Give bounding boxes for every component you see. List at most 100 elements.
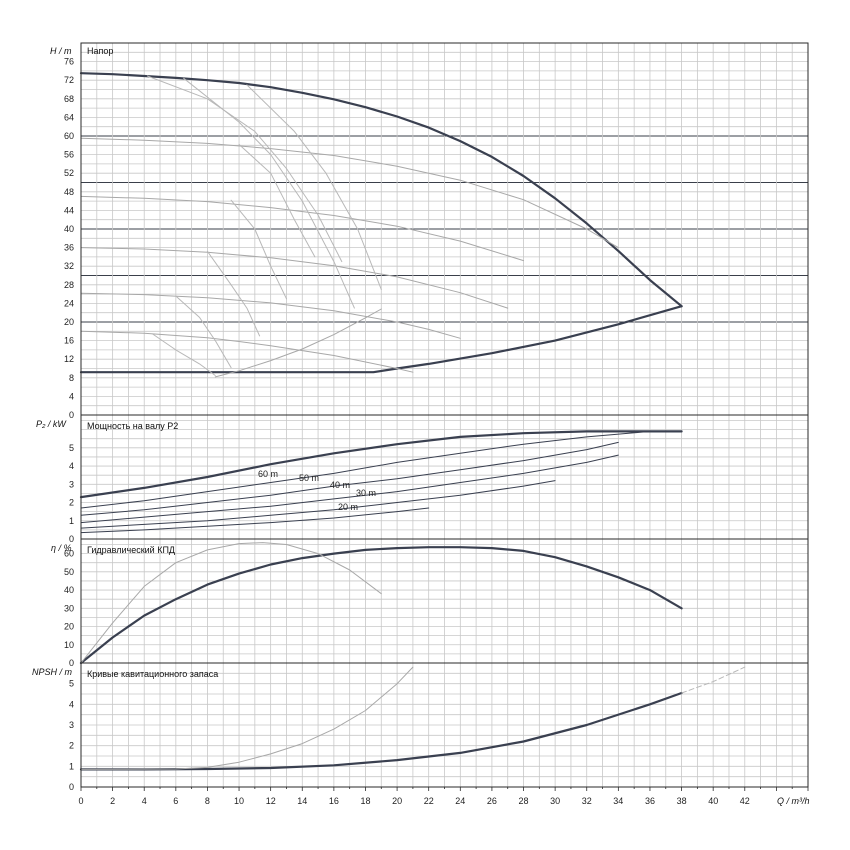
x-axis-label: Q / m³/h [777, 796, 810, 806]
npsh-title: Кривые кавитационного запаса [87, 669, 218, 679]
power-ytick-label: 3 [69, 479, 74, 489]
x-tick-label: 32 [582, 796, 592, 806]
x-tick-label: 30 [550, 796, 560, 806]
efficiency-title: Гидравлический КПД [87, 545, 175, 555]
power-title: Мощность на валу P2 [87, 421, 178, 431]
power-annotation-30m: 30 m [356, 488, 376, 498]
head-series-eff-8 [151, 333, 216, 376]
power-annotation-50m: 50 m [299, 473, 319, 483]
npsh-ytick-label: 1 [69, 761, 74, 771]
npsh-series-alt [80, 666, 414, 770]
labels: Напор H / m Мощность на валу P2 P₂ / kW … [32, 46, 810, 806]
head-series-eff-3 [246, 84, 382, 290]
x-tick-label: 28 [518, 796, 528, 806]
head-ytick-label: 12 [64, 354, 74, 364]
grid [80, 43, 809, 788]
head-series-speed-2 [80, 195, 524, 262]
efficiency-ytick-label: 20 [64, 622, 74, 632]
head-ytick-label: 76 [64, 57, 74, 67]
npsh-ytick-label: 2 [69, 741, 74, 751]
head-ytick-label: 0 [69, 410, 74, 420]
power-series-speed-4 [80, 480, 556, 529]
npsh-ytick-label: 3 [69, 720, 74, 730]
power-ytick-label: 1 [69, 516, 74, 526]
x-tick-label: 22 [424, 796, 434, 806]
head-ytick-label: 4 [69, 391, 74, 401]
x-tick-label: 10 [234, 796, 244, 806]
x-tick-label: 36 [645, 796, 655, 806]
power-ylabel: P₂ / kW [36, 419, 67, 429]
head-series-min [79, 305, 683, 374]
head-series-speed-5 [80, 330, 414, 373]
head-ytick-label: 64 [64, 112, 74, 122]
head-series-speed-4 [80, 292, 461, 339]
efficiency-ytick-label: 0 [69, 658, 74, 668]
x-tick-label: 2 [110, 796, 115, 806]
head-ytick-label: 36 [64, 243, 74, 253]
head-series-eff-5 [230, 199, 287, 300]
x-tick-label: 38 [677, 796, 687, 806]
x-tick-label: 34 [613, 796, 623, 806]
head-ytick-label: 16 [64, 336, 74, 346]
npsh-ytick-label: 5 [69, 679, 74, 689]
head-ytick-label: 32 [64, 261, 74, 271]
head-ytick-label: 44 [64, 205, 74, 215]
head-series-eff-6 [206, 250, 261, 337]
power-ytick-label: 5 [69, 443, 74, 453]
power-ytick-label: 2 [69, 498, 74, 508]
power-annotation-20m: 20 m [338, 502, 358, 512]
npsh-series-pump-ext [681, 666, 746, 694]
efficiency-series-alt [80, 542, 382, 664]
x-tick-label: 12 [266, 796, 276, 806]
efficiency-ylabel: η / % [51, 543, 72, 553]
head-ytick-label: 60 [64, 131, 74, 141]
efficiency-ytick-label: 50 [64, 567, 74, 577]
x-tick-label: 14 [297, 796, 307, 806]
power-series-speed-1 [80, 430, 651, 509]
x-tick-label: 18 [360, 796, 370, 806]
head-series-eff-4 [238, 143, 316, 258]
head-ytick-label: 40 [64, 224, 74, 234]
head-series-speed-3 [80, 247, 509, 309]
head-ytick-label: 56 [64, 150, 74, 160]
npsh-ytick-label: 4 [69, 699, 74, 709]
efficiency-series-pump [79, 546, 683, 665]
head-series-eff-2 [183, 77, 355, 309]
power-annotation-40m: 40 m [330, 480, 350, 490]
efficiency-ytick-label: 30 [64, 603, 74, 613]
head-ytick-label: 52 [64, 168, 74, 178]
efficiency-ytick-label: 60 [64, 549, 74, 559]
npsh-ylabel: NPSH / m [32, 667, 73, 677]
power-series-speed-3 [80, 454, 619, 524]
head-series-max [79, 72, 683, 308]
head-ytick-label: 48 [64, 187, 74, 197]
series-layer [79, 72, 746, 771]
tick-labels: 0481216202428323640444852566064687276012… [64, 57, 750, 806]
power-annotation-60m: 60 m [258, 469, 278, 479]
head-series-system [214, 308, 382, 378]
efficiency-ytick-label: 40 [64, 585, 74, 595]
x-tick-label: 8 [205, 796, 210, 806]
x-tick-label: 42 [740, 796, 750, 806]
x-tick-label: 24 [455, 796, 465, 806]
x-tick-label: 26 [487, 796, 497, 806]
head-ytick-label: 20 [64, 317, 74, 327]
head-title: Напор [87, 46, 113, 56]
npsh-series-pump [79, 691, 683, 771]
efficiency-ytick-label: 10 [64, 640, 74, 650]
head-series-eff-7 [175, 295, 232, 369]
x-tick-label: 4 [142, 796, 147, 806]
power-series-speed-5 [80, 507, 430, 534]
npsh-ytick-label: 0 [69, 782, 74, 792]
head-series-eff-1 [146, 75, 343, 263]
power-ytick-label: 4 [69, 461, 74, 471]
head-series-speed-1 [80, 137, 619, 249]
x-tick-label: 40 [708, 796, 718, 806]
head-ytick-label: 8 [69, 373, 74, 383]
frames [80, 42, 809, 791]
head-ylabel: H / m [50, 46, 72, 56]
x-tick-label: 0 [78, 796, 83, 806]
power-series-speed-2 [80, 441, 619, 516]
